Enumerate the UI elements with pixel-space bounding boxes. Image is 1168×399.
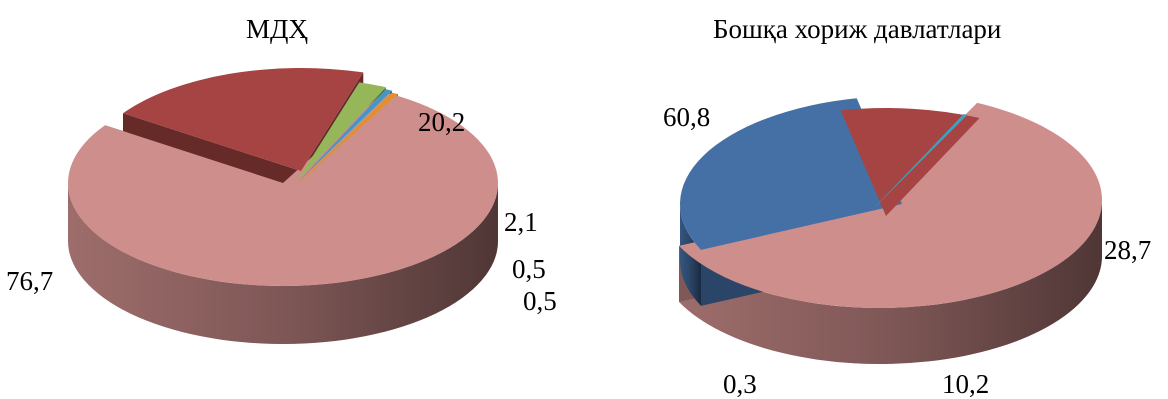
slice-label-cis-0-5-a: 0,5 xyxy=(512,254,546,284)
slice-label-other-28-7: 28,7 xyxy=(1104,235,1151,265)
pie-2 xyxy=(678,98,1102,365)
pie-1-slice-2 xyxy=(123,68,364,171)
pie-1-slice-1 xyxy=(68,92,499,287)
slice-label-cis-20-2: 20,2 xyxy=(418,107,465,137)
slice-label-cis-2-1: 2,1 xyxy=(504,207,538,237)
slice-label-cis-76-7: 76,7 xyxy=(6,266,53,296)
slice-label-other-10-2: 10,2 xyxy=(942,369,989,399)
pie-2-slice-1-wall-shade-0 xyxy=(678,200,1102,365)
slice-label-other-60-8: 60,8 xyxy=(663,102,710,132)
slice-label-cis-0-5-b: 0,5 xyxy=(523,286,557,316)
pie-2-slice-2 xyxy=(680,98,902,250)
pie-1-slice-5 xyxy=(297,92,398,185)
slice-label-other-0-3: 0,3 xyxy=(723,369,757,399)
pie-2-slice-4 xyxy=(870,114,968,212)
pie-1-slice-3 xyxy=(297,82,386,181)
chart-title-other-countries: Бошқа хориж давлатлари xyxy=(713,14,1002,44)
chart-title-cis: МДҲ xyxy=(246,14,308,44)
pie-1 xyxy=(68,68,499,344)
pie-1-slice-1-wall-shade-0 xyxy=(68,183,498,344)
pie-1-slice-4 xyxy=(297,89,392,183)
